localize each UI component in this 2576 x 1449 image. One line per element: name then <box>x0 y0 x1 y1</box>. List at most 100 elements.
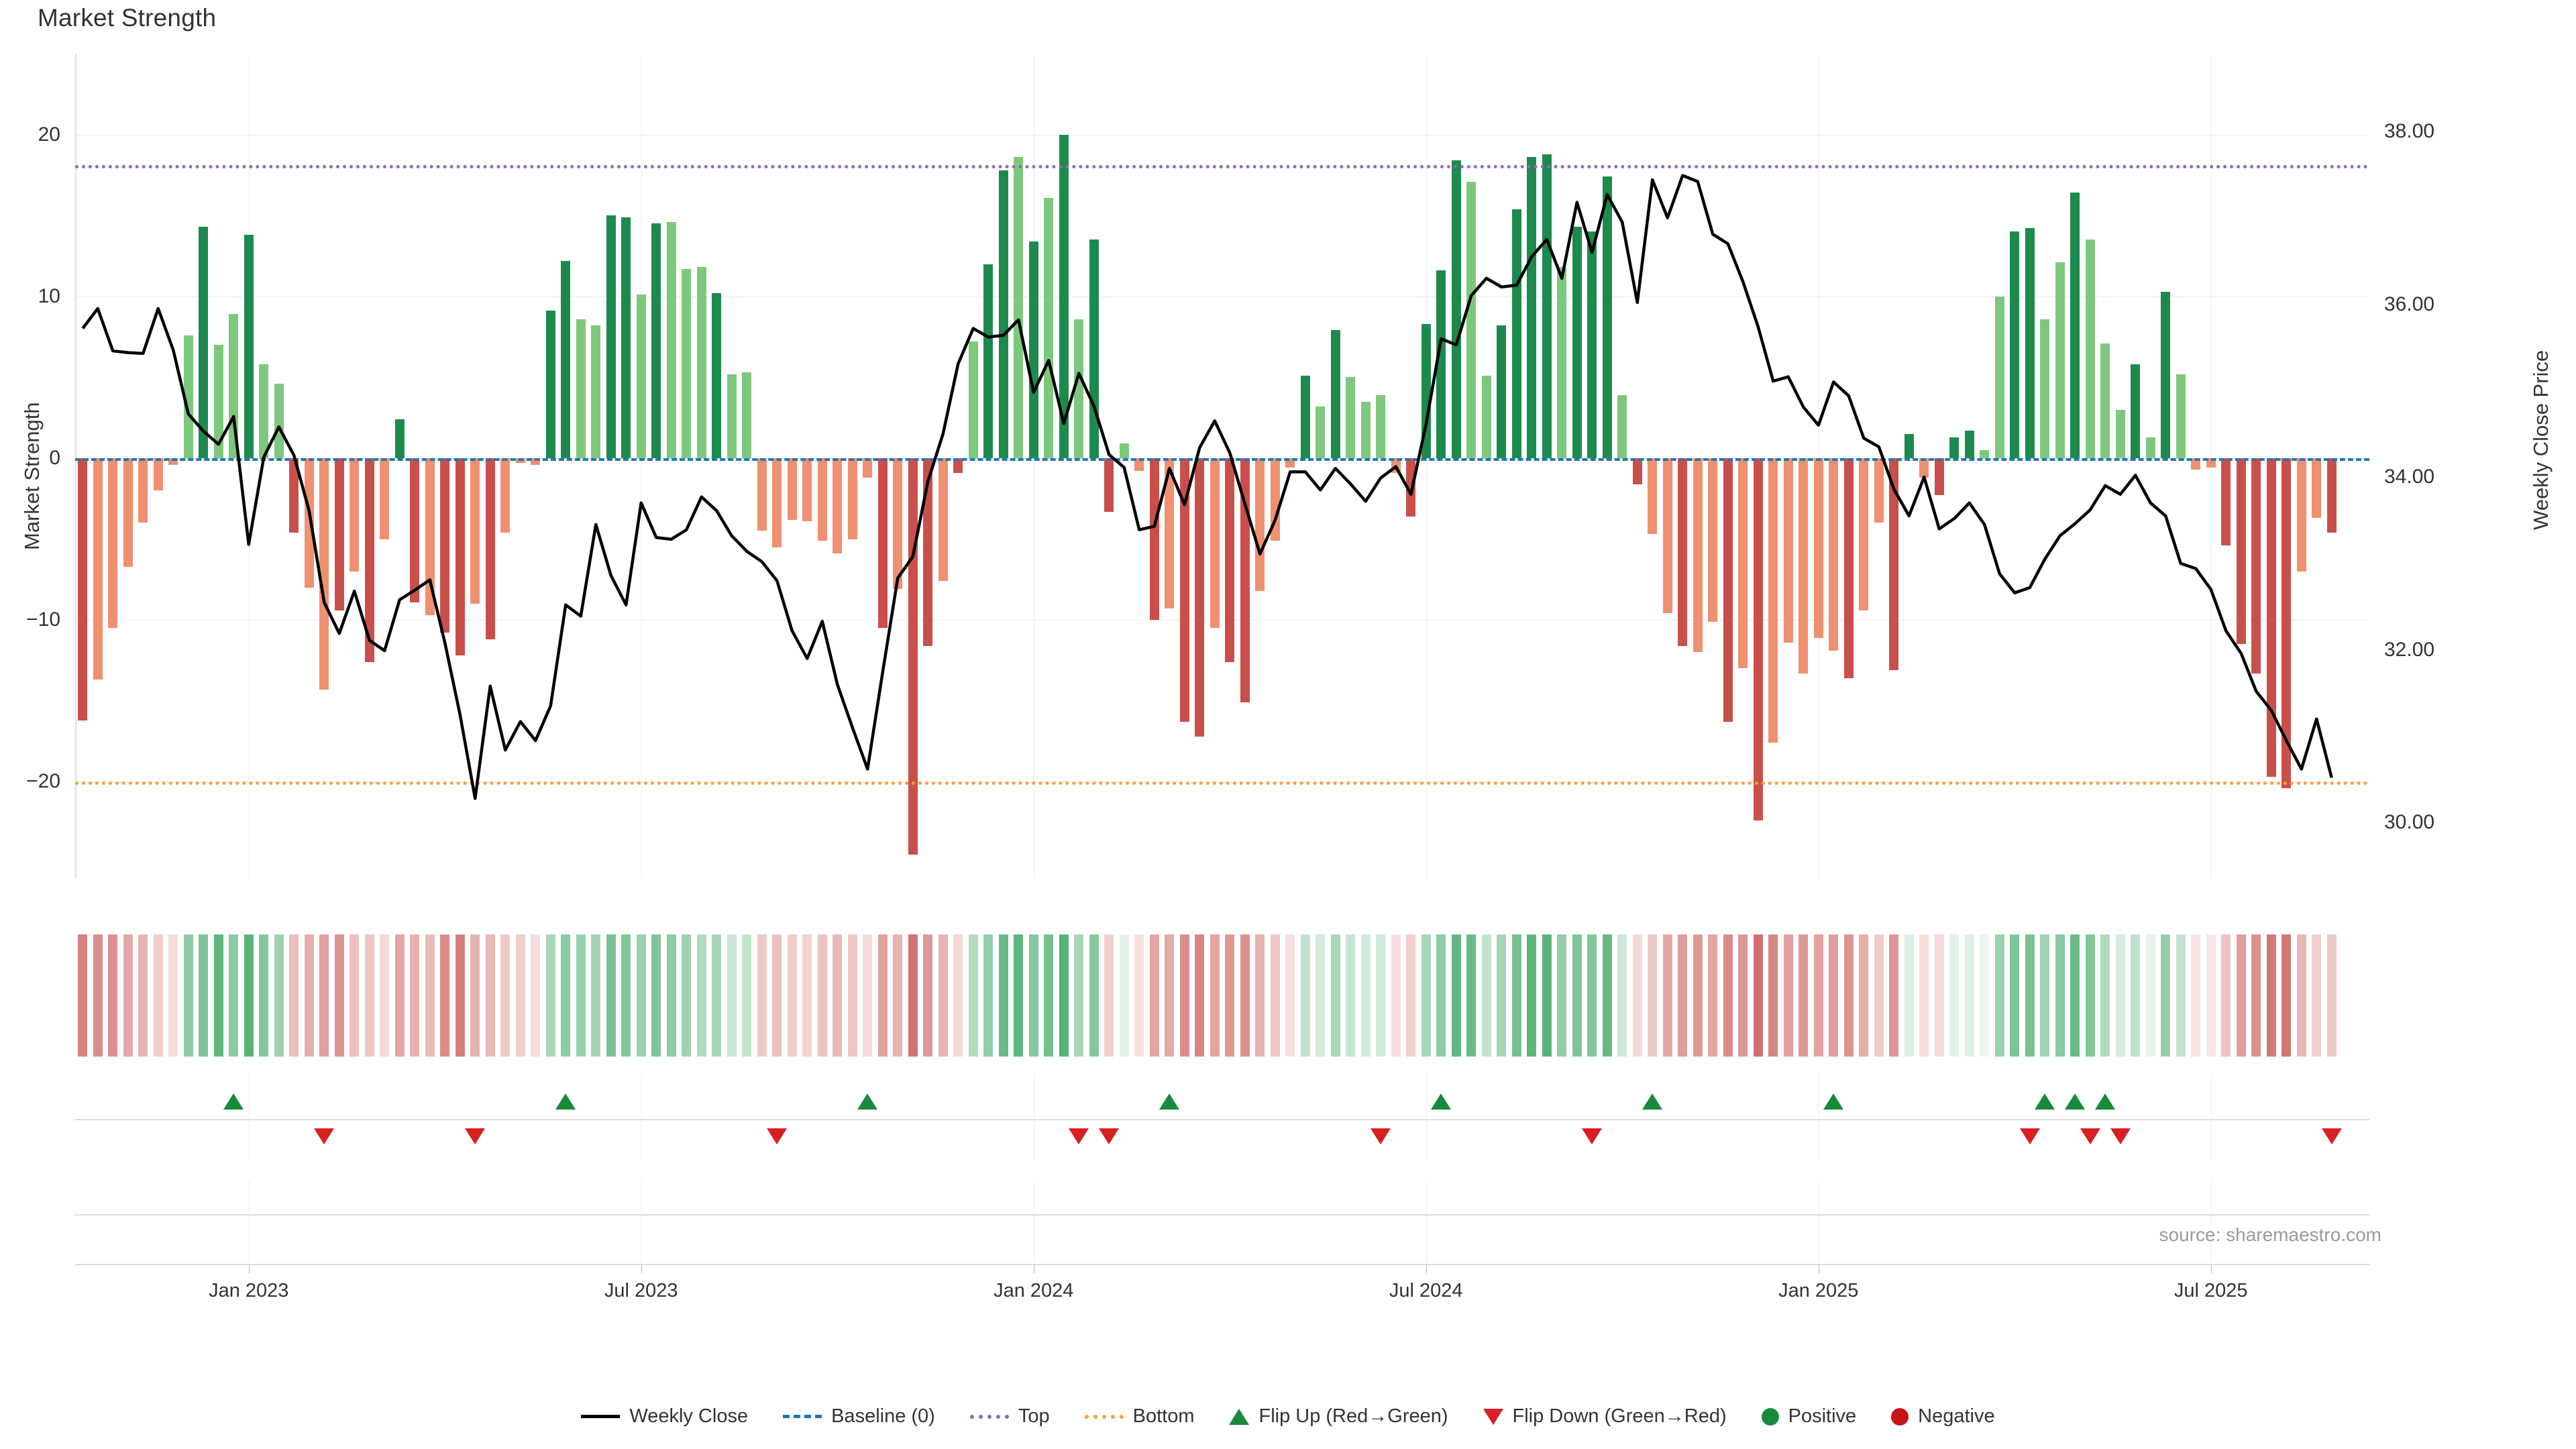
market-strength-bar <box>1678 458 1688 646</box>
flip-down-marker-icon <box>465 1128 486 1144</box>
x-axis-tick-label: Jan 2024 <box>994 1280 1074 1301</box>
market-strength-bar <box>545 311 555 458</box>
market-strength-bar <box>1436 270 1446 458</box>
market-strength-bar <box>696 267 706 458</box>
heatmap-cell <box>923 934 933 1057</box>
market-strength-bar <box>123 458 133 567</box>
market-strength-bar <box>817 458 827 541</box>
market-strength-bar <box>1994 296 2004 458</box>
legend-item-top[interactable]: Top <box>969 1405 1050 1428</box>
market-strength-bar <box>319 458 329 690</box>
market-strength-bar <box>636 294 646 458</box>
legend-item-positive[interactable]: Positive <box>1761 1405 1856 1428</box>
gridline-horizontal <box>75 620 2369 621</box>
heatmap-cell <box>636 934 646 1057</box>
heatmap-cell <box>1149 934 1159 1057</box>
heatmap-cell <box>2161 934 2171 1057</box>
market-strength-bar <box>606 215 616 458</box>
heatmap-cell <box>908 934 918 1057</box>
flip-down-marker-icon <box>2321 1128 2342 1144</box>
heatmap-cell <box>2055 934 2065 1057</box>
heatmap-cell <box>2025 934 2035 1057</box>
market-strength-bar <box>666 221 676 458</box>
market-strength-bar <box>1466 181 1477 458</box>
market-strength-bar <box>2236 458 2246 645</box>
market-strength-bar <box>364 458 374 662</box>
x-axis-tick-mark <box>641 1265 642 1273</box>
heatmap-cell <box>1572 934 1582 1057</box>
market-strength-bar <box>1225 458 1235 662</box>
heatmap-cell <box>998 934 1008 1057</box>
market-strength-bar <box>485 458 495 640</box>
heatmap-cell <box>1119 934 1129 1057</box>
legend-item-flip-up[interactable]: Flip Up (Red→Green) <box>1229 1405 1448 1428</box>
x-axis-tick-mark <box>248 1265 250 1273</box>
market-strength-bar <box>2145 437 2155 458</box>
heatmap-cell <box>1376 934 1386 1057</box>
market-strength-bar <box>1587 231 1597 458</box>
market-strength-bar <box>1602 176 1612 458</box>
market-strength-bar <box>727 374 737 458</box>
heatmap-cell <box>2040 934 2050 1057</box>
heatmap-cell <box>1044 934 1054 1057</box>
footer-gridline <box>75 1263 2369 1265</box>
market-strength-bar <box>2100 343 2110 458</box>
footer-plot-area <box>75 1181 2369 1265</box>
footer-axis-panel <box>75 1181 2369 1265</box>
heatmap-cell <box>651 934 661 1057</box>
gridline-vertical <box>641 1181 642 1265</box>
x-axis-tick-label: Jul 2023 <box>604 1280 678 1301</box>
flip-up-marker-icon <box>555 1093 576 1110</box>
heatmap-cell <box>772 934 782 1057</box>
heatmap-cell <box>847 934 857 1057</box>
y-axis-left-tick: 20 <box>38 123 60 146</box>
weekly-close-line <box>81 174 2333 800</box>
y-axis-left-label: Market Strength <box>20 402 44 550</box>
legend-item-bottom[interactable]: Bottom <box>1084 1405 1194 1428</box>
heatmap-cell <box>1829 934 1839 1057</box>
heatmap-cell <box>1028 934 1038 1057</box>
heatmap-cell <box>1768 934 1778 1057</box>
main-chart-panel: 20 10 0 −10 −20 38.00 36.00 34.00 32.00 30.00 <box>26 54 2434 879</box>
x-axis-tick-label: Jul 2025 <box>2174 1280 2248 1301</box>
y-axis-right-tick: 34.00 <box>2384 466 2435 488</box>
legend-item-negative[interactable]: Negative <box>1891 1405 1995 1428</box>
heatmap-cell <box>2312 934 2322 1057</box>
heatmap-cell <box>1723 934 1733 1057</box>
market-strength-bar <box>772 458 782 547</box>
heatmap-cell <box>968 934 978 1057</box>
market-strength-bar <box>1179 458 1189 722</box>
gridline-horizontal <box>75 134 2369 136</box>
legend-label: Flip Down (Green→Red) <box>1512 1405 1727 1427</box>
heatmap-cell <box>259 934 269 1057</box>
market-strength-bar <box>2085 239 2095 458</box>
heatmap-cell <box>1964 934 1974 1057</box>
market-strength-bar <box>2070 193 2080 458</box>
legend-item-flip-down[interactable]: Flip Down (Green→Red) <box>1483 1405 1727 1428</box>
heatmap-cell <box>727 934 737 1057</box>
market-strength-bar <box>2010 231 2020 458</box>
heatmap-cell <box>1708 934 1718 1057</box>
legend-item-weekly-close[interactable]: Weekly Close <box>581 1405 748 1428</box>
market-strength-bar <box>138 458 148 523</box>
market-strength-bar <box>1889 458 1899 670</box>
heatmap-cell <box>833 934 843 1057</box>
market-strength-bar <box>531 458 541 465</box>
market-strength-bar <box>591 325 601 458</box>
line-swatch-icon <box>581 1415 621 1418</box>
heatmap-cell <box>213 934 223 1057</box>
heatmap-cell <box>953 934 963 1057</box>
market-strength-bar <box>334 458 344 610</box>
heatmap-cell <box>229 934 239 1057</box>
market-strength-bar <box>576 319 586 458</box>
heatmap-cell <box>1074 934 1084 1057</box>
market-strength-bar <box>1738 458 1748 669</box>
dotted-line-bottom-icon <box>1084 1414 1124 1419</box>
gridline-vertical <box>1426 1073 1427 1161</box>
heatmap-cell <box>983 934 994 1057</box>
gridline-vertical <box>2210 1073 2212 1161</box>
legend-item-baseline[interactable]: Baseline (0) <box>783 1405 935 1428</box>
heatmap-cell <box>2100 934 2110 1057</box>
market-strength-bar <box>1964 430 1974 458</box>
flip-down-marker-icon <box>767 1128 788 1144</box>
